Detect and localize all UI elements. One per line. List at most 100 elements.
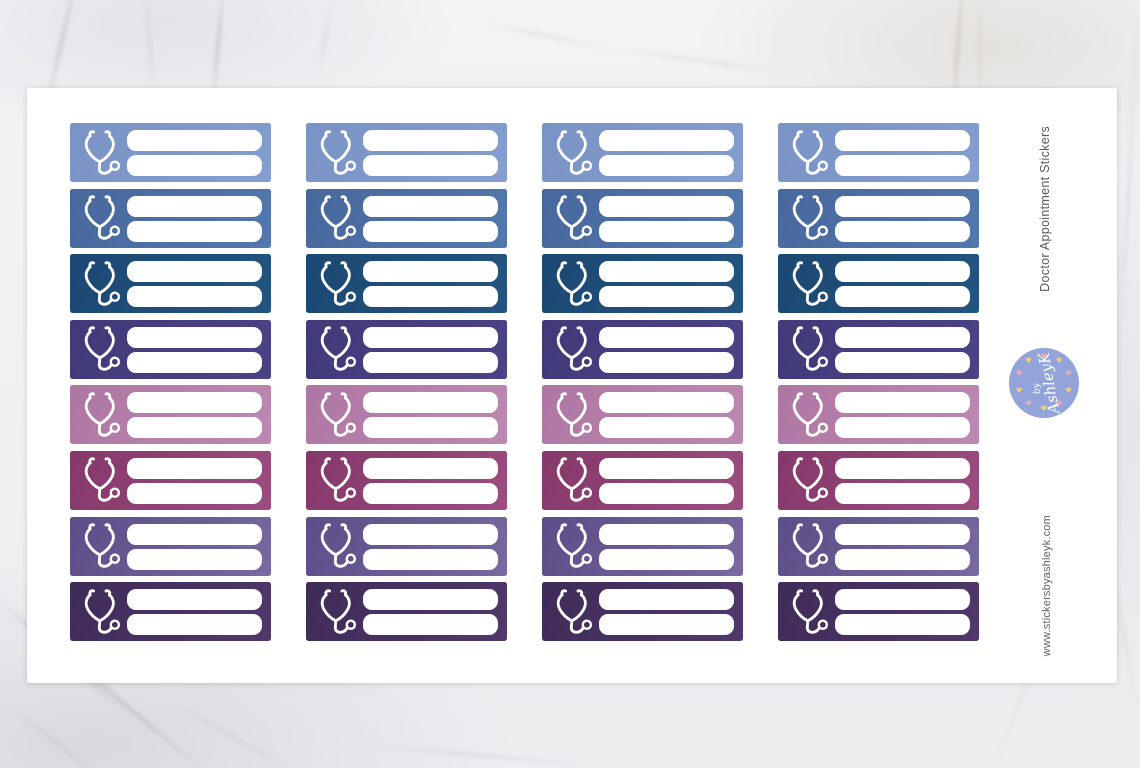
sticker	[778, 385, 979, 445]
heart-icon: ♥	[1065, 385, 1072, 395]
sticker-fields	[835, 457, 970, 504]
write-in-field	[363, 261, 498, 283]
sticker	[542, 188, 743, 248]
sticker-fields	[599, 457, 734, 504]
sticker-fields	[363, 457, 498, 504]
write-in-field	[127, 130, 262, 151]
sticker-fields	[127, 326, 262, 373]
stethoscope-icon	[792, 392, 829, 437]
write-in-field	[835, 326, 970, 348]
sticker-fields	[127, 392, 262, 439]
sticker	[542, 319, 743, 379]
sticker-fields	[599, 326, 734, 373]
stethoscope-icon	[84, 129, 121, 175]
heart-icon: ♥	[1015, 369, 1023, 379]
write-in-field	[599, 589, 734, 611]
sticker-fields	[363, 589, 498, 636]
marble-vein	[313, 0, 337, 91]
write-in-field	[127, 195, 262, 217]
write-in-field	[599, 326, 734, 348]
stethoscope-icon	[556, 457, 593, 503]
sticker	[70, 319, 271, 379]
sticker	[542, 516, 743, 576]
stethoscope-icon	[320, 457, 357, 503]
sticker	[306, 385, 507, 445]
write-in-field	[599, 548, 734, 570]
sticker	[778, 450, 979, 510]
write-in-field	[835, 614, 970, 636]
write-in-field	[835, 261, 970, 283]
website-url: www.stickersbyashleyk.com	[1041, 515, 1053, 657]
sticker	[306, 188, 507, 248]
stethoscope-icon	[320, 260, 357, 306]
write-in-field	[127, 457, 262, 479]
write-in-field	[363, 155, 498, 176]
stethoscope-icon	[556, 260, 593, 306]
stethoscope-icon	[320, 326, 357, 371]
sticker	[778, 582, 979, 642]
stethoscope-icon	[84, 392, 121, 437]
write-in-field	[363, 523, 498, 545]
sticker-fields	[835, 261, 970, 308]
heart-icon: ♥	[1040, 403, 1048, 413]
write-in-field	[363, 589, 498, 611]
sticker	[542, 450, 743, 510]
stethoscope-icon	[792, 588, 829, 634]
write-in-field	[363, 457, 498, 479]
stethoscope-icon	[84, 588, 121, 634]
write-in-field	[363, 286, 498, 308]
write-in-field	[127, 261, 262, 283]
stethoscope-icon	[320, 523, 357, 568]
write-in-field	[363, 417, 498, 439]
sticker	[542, 123, 743, 182]
write-in-field	[835, 195, 970, 217]
heart-icon: ♥	[1040, 351, 1048, 361]
sticker-fields	[835, 392, 970, 439]
sticker	[778, 123, 979, 182]
stethoscope-icon	[320, 392, 357, 437]
write-in-field	[599, 130, 734, 151]
sticker-fields	[127, 523, 262, 570]
sticker	[70, 254, 271, 314]
stethoscope-icon	[84, 326, 121, 371]
marble-vein	[476, 18, 614, 53]
write-in-field	[835, 482, 970, 504]
write-in-field	[835, 130, 970, 151]
sticker	[70, 123, 271, 182]
write-in-field	[127, 614, 262, 636]
heart-icon: ♥	[1055, 356, 1063, 366]
sticker	[542, 582, 743, 642]
stethoscope-icon	[792, 457, 829, 503]
brand-badge: ♥ ♥ ♥ ♥ ♥ ♥ ♥ ♥ ♥ ♥ by AshleyK	[1009, 348, 1079, 418]
sticker-fields	[127, 261, 262, 308]
write-in-field	[127, 392, 262, 414]
write-in-field	[599, 351, 734, 373]
write-in-field	[599, 523, 734, 545]
write-in-field	[127, 548, 262, 570]
write-in-field	[835, 392, 970, 414]
write-in-field	[835, 523, 970, 545]
write-in-field	[835, 589, 970, 611]
heart-icon: ♥	[1025, 356, 1032, 366]
sticker-fields	[599, 392, 734, 439]
sticker	[70, 450, 271, 510]
write-in-field	[127, 482, 262, 504]
stethoscope-icon	[792, 260, 829, 306]
write-in-field	[835, 155, 970, 176]
write-in-field	[599, 482, 734, 504]
marble-vein	[1115, 10, 1140, 391]
write-in-field	[363, 482, 498, 504]
write-in-field	[363, 326, 498, 348]
stethoscope-icon	[556, 523, 593, 568]
sticker	[778, 188, 979, 248]
sticker-fields	[599, 589, 734, 636]
sticker	[542, 254, 743, 314]
sticker	[70, 188, 271, 248]
stethoscope-icon	[84, 260, 121, 306]
sticker-fields	[127, 130, 262, 176]
sticker-fields	[363, 261, 498, 308]
sticker-fields	[127, 195, 262, 242]
sticker-fields	[599, 195, 734, 242]
write-in-field	[835, 220, 970, 242]
